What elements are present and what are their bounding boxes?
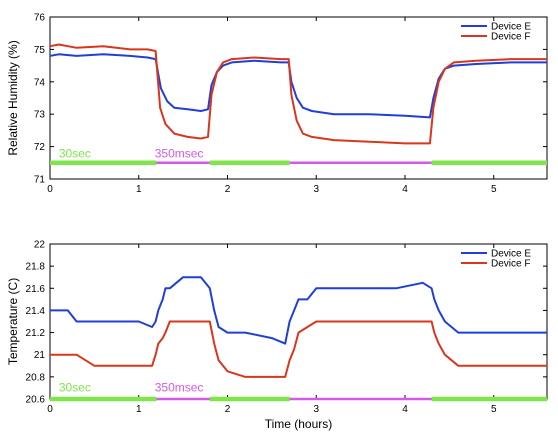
- y-tick-label: 21: [34, 350, 46, 361]
- y-tick-label: 72: [34, 142, 46, 153]
- y-tick-label: 75: [34, 45, 46, 56]
- x-tick-label: 2: [225, 404, 231, 415]
- series-line-device-f: [49, 43, 547, 145]
- y-tick-label: 22: [34, 240, 46, 251]
- x-tick-label: 3: [313, 404, 319, 415]
- chart-panel-2: 0 1 2 3 4 5 20.6 20.8 21 21.2 21.4 21.6 21.8 22 30sec 3…: [6, 240, 548, 431]
- x-tick-label: 1: [136, 184, 142, 195]
- legend-label: Device F: [491, 259, 530, 270]
- y-tick-label: 21.4: [26, 306, 46, 317]
- y-tick-label: 76: [34, 13, 46, 24]
- y-tick-label: 20.8: [26, 372, 46, 383]
- mode-label-30sec: 30sec: [59, 147, 91, 161]
- x-tick-label: 2: [225, 184, 231, 195]
- x-axis-label: Time (hours): [265, 417, 333, 431]
- legend-label: Device E: [491, 22, 531, 33]
- x-tick-label: 3: [313, 184, 319, 195]
- y-axis-label: Relative Humidity (%): [6, 40, 20, 155]
- y-tick-label: 74: [34, 77, 46, 88]
- mode-label-350msec: 350msec: [155, 147, 204, 161]
- y-tick-label: 73: [34, 110, 46, 121]
- y-tick-label: 21.6: [26, 284, 46, 295]
- chart-panel-1: 0 1 2 3 4 5 71 72 73 74 75 76 30sec 350msec Device EDe…: [6, 13, 548, 195]
- x-tick-label: 5: [491, 184, 497, 195]
- legend-label: Device E: [491, 249, 531, 260]
- y-tick-label: 21.8: [26, 262, 46, 273]
- plot-frame: [49, 16, 548, 180]
- x-tick-label: 5: [491, 404, 497, 415]
- y-axis-label: Temperature (C): [6, 278, 20, 365]
- series-line-device-e: [49, 53, 547, 119]
- x-tick-label: 1: [136, 404, 142, 415]
- series-line-device-e: [50, 276, 547, 345]
- y-tick-label: 71: [34, 175, 46, 186]
- x-tick-label: 4: [402, 404, 408, 415]
- y-tick-label: 20.6: [26, 395, 46, 406]
- x-tick-label: 0: [47, 184, 53, 195]
- mode-label-30sec: 30sec: [59, 380, 91, 394]
- x-tick-label: 4: [402, 184, 408, 195]
- mode-label-350msec: 350msec: [155, 380, 204, 394]
- legend-label: Device F: [491, 32, 530, 43]
- x-tick-label: 0: [47, 404, 53, 415]
- series-line-device-f: [50, 320, 547, 378]
- y-tick-label: 21.2: [26, 328, 46, 339]
